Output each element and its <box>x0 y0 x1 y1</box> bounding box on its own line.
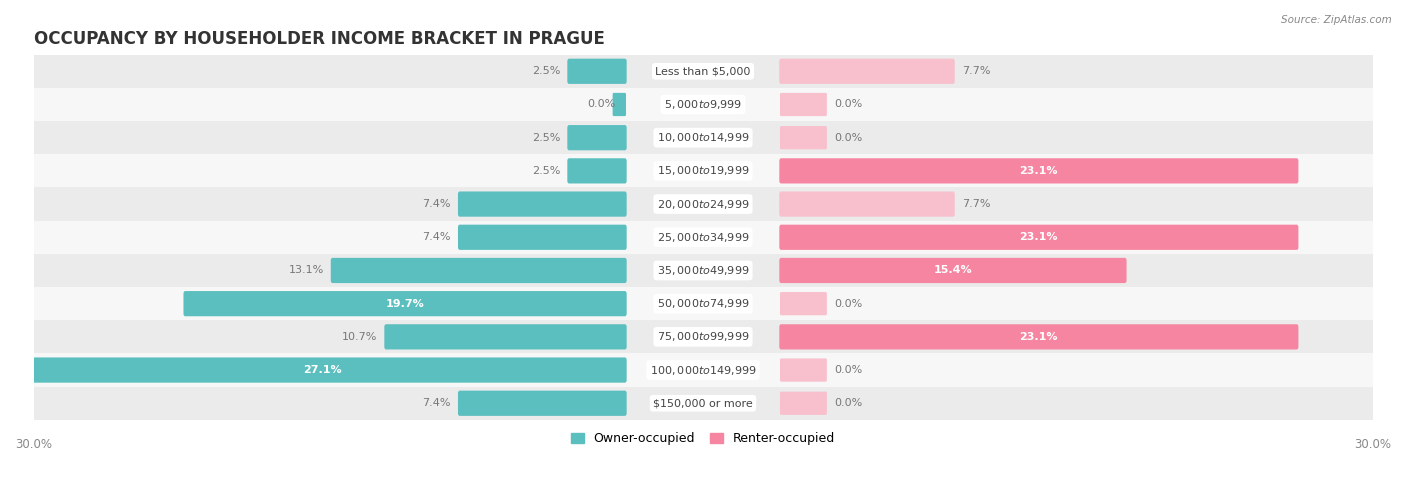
FancyBboxPatch shape <box>567 125 627 150</box>
Text: Source: ZipAtlas.com: Source: ZipAtlas.com <box>1281 15 1392 25</box>
Text: 0.0%: 0.0% <box>835 299 863 309</box>
Text: $10,000 to $14,999: $10,000 to $14,999 <box>657 131 749 144</box>
FancyBboxPatch shape <box>780 292 827 315</box>
FancyBboxPatch shape <box>330 258 627 283</box>
Text: 7.7%: 7.7% <box>962 199 990 209</box>
FancyBboxPatch shape <box>780 359 827 382</box>
FancyBboxPatch shape <box>34 188 1372 221</box>
Text: $50,000 to $74,999: $50,000 to $74,999 <box>657 297 749 310</box>
Text: 0.0%: 0.0% <box>835 365 863 375</box>
FancyBboxPatch shape <box>458 225 627 250</box>
Text: $20,000 to $24,999: $20,000 to $24,999 <box>657 198 749 210</box>
FancyBboxPatch shape <box>780 93 827 116</box>
FancyBboxPatch shape <box>18 357 627 382</box>
Text: 30.0%: 30.0% <box>15 438 52 451</box>
FancyBboxPatch shape <box>779 324 1298 349</box>
Text: $150,000 or more: $150,000 or more <box>654 398 752 408</box>
FancyBboxPatch shape <box>34 387 1372 420</box>
FancyBboxPatch shape <box>779 158 1298 184</box>
FancyBboxPatch shape <box>780 392 827 415</box>
Text: $25,000 to $34,999: $25,000 to $34,999 <box>657 231 749 244</box>
FancyBboxPatch shape <box>613 93 626 116</box>
Text: $5,000 to $9,999: $5,000 to $9,999 <box>664 98 742 111</box>
FancyBboxPatch shape <box>779 225 1298 250</box>
FancyBboxPatch shape <box>34 88 1372 121</box>
FancyBboxPatch shape <box>34 221 1372 254</box>
Text: $35,000 to $49,999: $35,000 to $49,999 <box>657 264 749 277</box>
FancyBboxPatch shape <box>458 191 627 217</box>
Text: 23.1%: 23.1% <box>1019 332 1059 342</box>
Text: $100,000 to $149,999: $100,000 to $149,999 <box>650 364 756 377</box>
Text: 23.1%: 23.1% <box>1019 232 1059 242</box>
FancyBboxPatch shape <box>384 324 627 349</box>
Text: 30.0%: 30.0% <box>1354 438 1391 451</box>
Text: 7.4%: 7.4% <box>422 232 451 242</box>
Text: 7.7%: 7.7% <box>962 66 990 76</box>
Text: 13.1%: 13.1% <box>288 265 323 276</box>
FancyBboxPatch shape <box>34 353 1372 387</box>
FancyBboxPatch shape <box>779 258 1126 283</box>
Text: Less than $5,000: Less than $5,000 <box>655 66 751 76</box>
Text: 19.7%: 19.7% <box>385 299 425 309</box>
FancyBboxPatch shape <box>458 391 627 416</box>
Legend: Owner-occupied, Renter-occupied: Owner-occupied, Renter-occupied <box>567 427 839 450</box>
Text: $75,000 to $99,999: $75,000 to $99,999 <box>657 330 749 343</box>
FancyBboxPatch shape <box>34 254 1372 287</box>
FancyBboxPatch shape <box>780 126 827 149</box>
FancyBboxPatch shape <box>34 55 1372 88</box>
Text: 7.4%: 7.4% <box>422 398 451 408</box>
Text: 15.4%: 15.4% <box>934 265 973 276</box>
FancyBboxPatch shape <box>183 291 627 316</box>
FancyBboxPatch shape <box>567 158 627 184</box>
Text: 0.0%: 0.0% <box>835 133 863 143</box>
FancyBboxPatch shape <box>567 59 627 84</box>
Text: 0.0%: 0.0% <box>835 398 863 408</box>
Text: 10.7%: 10.7% <box>342 332 377 342</box>
FancyBboxPatch shape <box>34 154 1372 188</box>
Text: 7.4%: 7.4% <box>422 199 451 209</box>
Text: 0.0%: 0.0% <box>588 100 616 109</box>
FancyBboxPatch shape <box>34 287 1372 320</box>
Text: 2.5%: 2.5% <box>531 166 560 176</box>
FancyBboxPatch shape <box>779 59 955 84</box>
Text: 27.1%: 27.1% <box>304 365 342 375</box>
Text: OCCUPANCY BY HOUSEHOLDER INCOME BRACKET IN PRAGUE: OCCUPANCY BY HOUSEHOLDER INCOME BRACKET … <box>34 30 605 48</box>
Text: 2.5%: 2.5% <box>531 66 560 76</box>
Text: 23.1%: 23.1% <box>1019 166 1059 176</box>
Text: 0.0%: 0.0% <box>835 100 863 109</box>
FancyBboxPatch shape <box>779 191 955 217</box>
FancyBboxPatch shape <box>34 320 1372 353</box>
Text: $15,000 to $19,999: $15,000 to $19,999 <box>657 164 749 177</box>
FancyBboxPatch shape <box>34 121 1372 154</box>
Text: 2.5%: 2.5% <box>531 133 560 143</box>
